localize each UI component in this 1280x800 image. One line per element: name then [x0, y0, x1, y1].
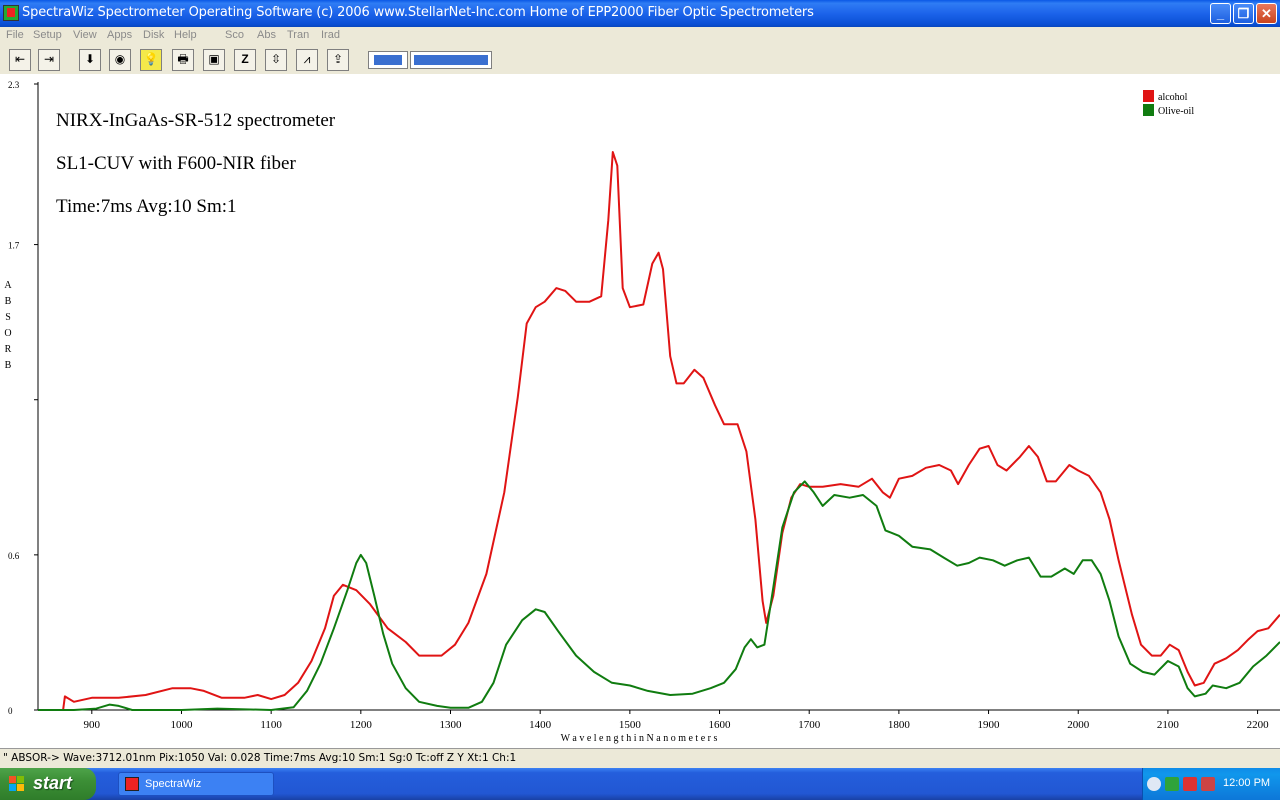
y-axis-title-letter: B [5, 360, 12, 371]
task-label: SpectraWiz [145, 778, 202, 790]
y-axis-title-letter: O [4, 328, 11, 339]
lamp-button[interactable]: 💡 [140, 49, 162, 71]
tray-network-icon[interactable] [1165, 777, 1179, 791]
dark-button[interactable]: ◉ [109, 49, 131, 71]
zoom-button[interactable]: Z [234, 49, 256, 71]
menu-disk[interactable]: Disk [143, 29, 165, 41]
menu-file[interactable]: File [6, 29, 24, 41]
x-tick-label: 1400 [529, 719, 552, 731]
window-title: SpectraWiz Spectrometer Operating Softwa… [22, 5, 814, 20]
y-tick-label: 0.6 [8, 551, 20, 561]
menu-apps[interactable]: Apps [107, 29, 133, 41]
start-label: start [33, 773, 73, 793]
annotation-text: NIRX-InGaAs-SR-512 spectrometer [56, 110, 336, 131]
store-button[interactable]: ⬇ [79, 49, 101, 71]
windows-flag-icon [9, 776, 24, 791]
x-tick-label: 1100 [260, 719, 282, 731]
y-tick-label: 2.3 [8, 80, 20, 90]
toolbar: ⇤ ⇥ ⬇ ◉ 💡 🖶 ▣ Z ⇳ ⩘ ⇪ [0, 44, 1280, 75]
menu-tran[interactable]: Tran [287, 29, 310, 41]
scroll-left-button[interactable]: ⇤ [9, 49, 31, 71]
legend-label: alcohol [1158, 92, 1188, 103]
peaks-button[interactable]: ⩘ [296, 49, 318, 71]
legend-swatch [1143, 90, 1154, 102]
x-tick-label: 1000 [170, 719, 193, 731]
x-tick-label: 2100 [1157, 719, 1180, 731]
menu-setup[interactable]: Setup [33, 29, 62, 41]
x-tick-label: 1500 [619, 719, 642, 731]
autoscale-button[interactable]: ⇳ [265, 49, 287, 71]
menu-view[interactable]: View [73, 29, 97, 41]
menu-help[interactable]: Help [174, 29, 197, 41]
scroll-slider[interactable] [368, 51, 408, 69]
spectrum-graph[interactable]: 0 0.6 1.7 2.3 900 1000 1100 1200 1300 1400 1500 160… [0, 74, 1280, 748]
print-button[interactable]: 🖶 [172, 49, 194, 71]
slider-thumb[interactable] [374, 55, 402, 65]
x-tick-label: 1300 [440, 719, 463, 731]
spectrum-plot[interactable]: 0 0.6 1.7 2.3 900 1000 1100 1200 1300 1400 1500 160… [0, 74, 1280, 748]
system-tray: 12:00 PM [1142, 768, 1280, 800]
x-tick-label: 1900 [978, 719, 1001, 731]
start-button[interactable]: start [0, 768, 96, 800]
annotation-text: Time:7ms Avg:10 Sm:1 [56, 196, 237, 217]
x-tick-label: 1800 [888, 719, 911, 731]
status-bar: " ABSOR-> Wave:3712.01nm Pix:1050 Val: 0… [0, 748, 1280, 768]
y-axis-title-letter: S [5, 312, 11, 323]
taskbar: start SpectraWiz 12:00 PM [0, 768, 1280, 800]
taskbar-spectrawiz-button[interactable]: SpectraWiz [118, 772, 274, 796]
tray-expand-icon[interactable] [1147, 777, 1161, 791]
legend-label: Olive-oil [1158, 106, 1194, 117]
restore-button[interactable]: ❐ [1233, 3, 1254, 24]
y-axis-title-letter: A [4, 280, 12, 291]
x-tick-label: 900 [84, 719, 101, 731]
status-readout: " ABSOR-> Wave:3712.01nm Pix:1050 Val: 0… [3, 752, 517, 764]
x-tick-label: 2200 [1247, 719, 1270, 731]
progress-fill [414, 55, 488, 65]
menu-irad[interactable]: Irad [321, 29, 340, 41]
minimize-button[interactable]: _ [1210, 3, 1231, 24]
legend-swatch [1143, 104, 1154, 116]
x-tick-label: 1200 [350, 719, 373, 731]
tray-security-icon[interactable] [1183, 777, 1197, 791]
annotation-text: SL1-CUV with F600-NIR fiber [56, 153, 296, 174]
y-axis-title-letter: R [5, 344, 12, 355]
menu-abs[interactable]: Abs [257, 29, 276, 41]
scroll-right-button[interactable]: ⇥ [38, 49, 60, 71]
x-tick-label: 2000 [1067, 719, 1090, 731]
clock: 12:00 PM [1223, 777, 1271, 789]
camera-button[interactable]: ▣ [203, 49, 225, 71]
series-line-alcohol [38, 151, 1280, 711]
export-button[interactable]: ⇪ [327, 49, 349, 71]
menu-bar: File Setup View Apps Disk Help Sco Abs T… [0, 27, 1280, 44]
x-tick-label: 1600 [709, 719, 732, 731]
y-axis-title-letter: B [5, 296, 12, 307]
close-button[interactable]: ✕ [1256, 3, 1277, 24]
tray-alert-icon[interactable] [1201, 777, 1215, 791]
y-tick-label: 0 [8, 706, 13, 716]
y-tick-label: 1.7 [8, 241, 20, 251]
x-tick-label: 1700 [798, 719, 821, 731]
spectrawiz-app-icon [3, 5, 19, 21]
spectrawiz-task-icon [125, 777, 139, 791]
menu-sco[interactable]: Sco [225, 29, 244, 41]
x-axis-title: W a v e l e n g t h i n N a n o m e t e … [561, 733, 718, 744]
progress-bar [410, 51, 492, 69]
window-titlebar: SpectraWiz Spectrometer Operating Softwa… [0, 0, 1280, 27]
series-line-olive-oil [38, 480, 1280, 711]
